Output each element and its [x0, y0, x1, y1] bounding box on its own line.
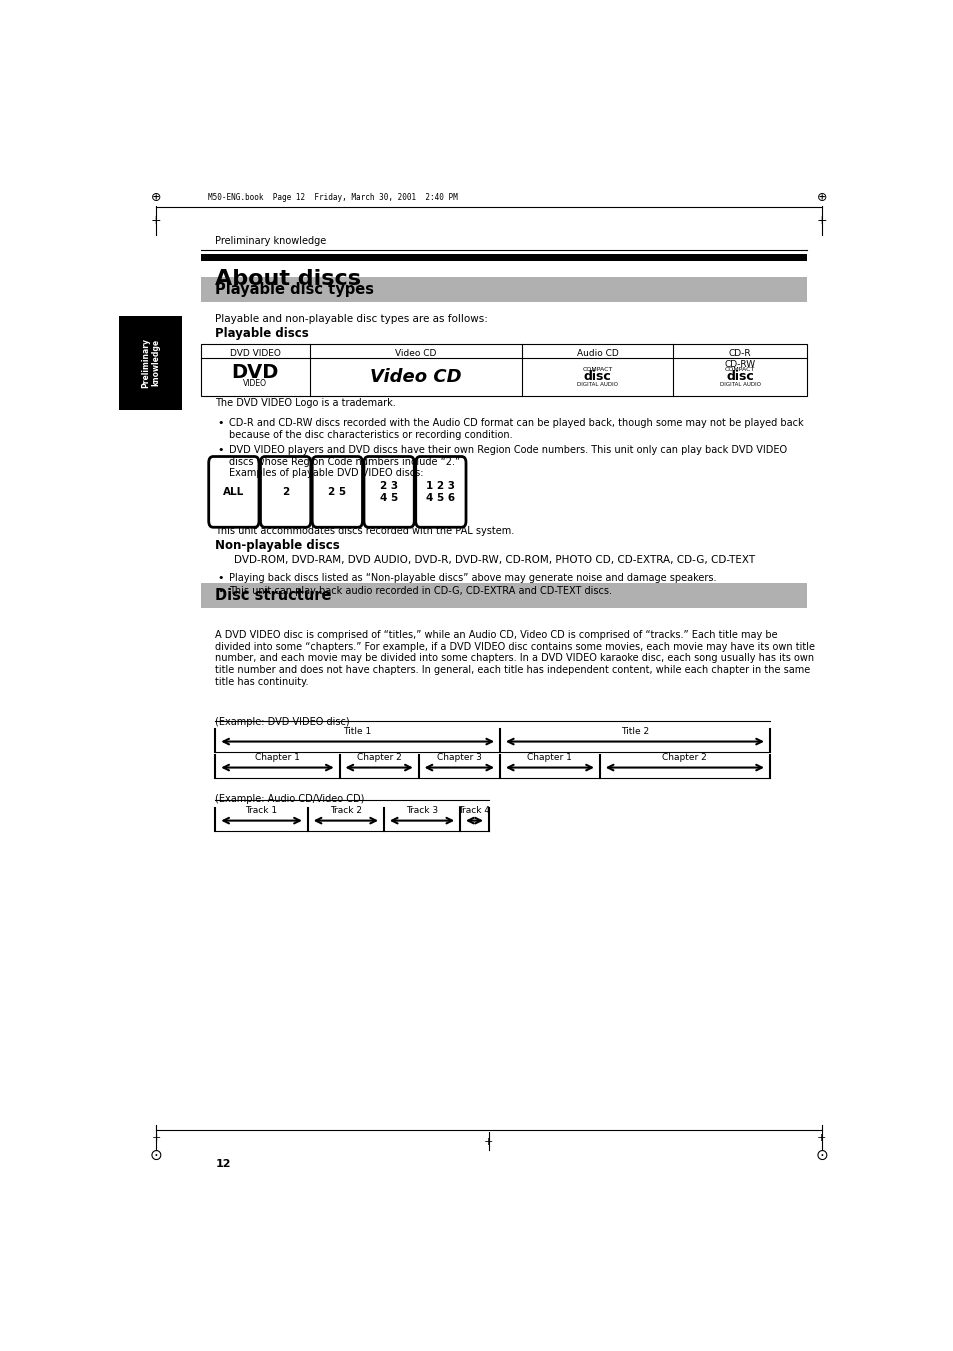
- Text: Disc structure: Disc structure: [215, 589, 332, 604]
- Text: Track 2: Track 2: [330, 805, 361, 815]
- Text: Chapter 1: Chapter 1: [527, 753, 572, 762]
- Text: +: +: [816, 1133, 825, 1143]
- Text: Chapter 2: Chapter 2: [356, 753, 401, 762]
- Text: 12: 12: [215, 1159, 231, 1169]
- Bar: [119, 316, 182, 409]
- FancyBboxPatch shape: [260, 457, 311, 527]
- Text: +: +: [484, 1138, 493, 1147]
- Text: About discs: About discs: [215, 269, 361, 289]
- Bar: [200, 277, 806, 301]
- Text: •: •: [217, 585, 224, 596]
- Text: 2 3
4 5: 2 3 4 5: [379, 481, 397, 503]
- Text: Video CD: Video CD: [370, 367, 461, 386]
- Text: •: •: [217, 417, 224, 428]
- Text: A DVD VIDEO disc is comprised of “titles,” while an Audio CD, Video CD is compri: A DVD VIDEO disc is comprised of “titles…: [215, 630, 815, 686]
- Text: ⊙: ⊙: [150, 1148, 162, 1163]
- Text: ⊙: ⊙: [815, 1148, 827, 1163]
- FancyBboxPatch shape: [416, 457, 465, 527]
- Text: disc: disc: [725, 370, 753, 384]
- Text: Preliminary
knowledge: Preliminary knowledge: [141, 338, 160, 388]
- Text: Chapter 1: Chapter 1: [254, 753, 299, 762]
- Text: DVD VIDEO players and DVD discs have their own Region Code numbers. This unit on: DVD VIDEO players and DVD discs have the…: [229, 444, 786, 478]
- Text: CD-R
CD-RW: CD-R CD-RW: [724, 350, 755, 369]
- Text: ALL: ALL: [223, 486, 244, 497]
- Text: COMPACT: COMPACT: [582, 367, 612, 372]
- Text: DIGITAL AUDIO: DIGITAL AUDIO: [577, 382, 618, 386]
- FancyBboxPatch shape: [364, 457, 414, 527]
- Text: disc: disc: [583, 370, 611, 384]
- Text: Non-playable discs: Non-playable discs: [215, 539, 340, 553]
- Text: 2 5: 2 5: [328, 486, 346, 497]
- Text: Track 1: Track 1: [245, 805, 277, 815]
- Text: ⊕: ⊕: [816, 190, 826, 204]
- Text: DIGITAL AUDIO: DIGITAL AUDIO: [719, 382, 760, 386]
- Text: Chapter 2: Chapter 2: [661, 753, 706, 762]
- Text: CD-R and CD-RW discs recorded with the Audio CD format can be played back, thoug: CD-R and CD-RW discs recorded with the A…: [229, 417, 802, 439]
- FancyBboxPatch shape: [312, 457, 362, 527]
- Text: Playable discs: Playable discs: [215, 327, 309, 340]
- Text: 1 2 3
4 5 6: 1 2 3 4 5 6: [426, 481, 455, 503]
- Text: Playable disc types: Playable disc types: [215, 281, 374, 296]
- Text: 2: 2: [282, 486, 289, 497]
- Text: This unit accommodates discs recorded with the PAL system.: This unit accommodates discs recorded wi…: [215, 527, 514, 536]
- Text: DVD-ROM, DVD-RAM, DVD AUDIO, DVD-R, DVD-RW, CD-ROM, PHOTO CD, CD-EXTRA, CD-G, CD: DVD-ROM, DVD-RAM, DVD AUDIO, DVD-R, DVD-…: [233, 554, 754, 565]
- Text: Playable and non-playable disc types are as follows:: Playable and non-playable disc types are…: [215, 315, 488, 324]
- Text: Title 1: Title 1: [343, 727, 372, 736]
- Bar: [200, 584, 806, 608]
- Bar: [200, 254, 806, 261]
- Text: (Example: Audio CD/Video CD): (Example: Audio CD/Video CD): [215, 794, 364, 804]
- Text: •: •: [217, 573, 224, 584]
- Text: DVD: DVD: [232, 363, 278, 382]
- Text: +: +: [816, 213, 826, 227]
- Text: +: +: [152, 1133, 161, 1143]
- Text: COMPACT: COMPACT: [724, 367, 755, 372]
- Text: Preliminary knowledge: Preliminary knowledge: [215, 236, 326, 246]
- Text: M50-ENG.book  Page 12  Friday, March 30, 2001  2:40 PM: M50-ENG.book Page 12 Friday, March 30, 2…: [208, 193, 457, 203]
- Text: This unit can play back audio recorded in CD-G, CD-EXTRA and CD-TEXT discs.: This unit can play back audio recorded i…: [229, 585, 611, 596]
- Text: Chapter 3: Chapter 3: [436, 753, 481, 762]
- Text: VIDEO: VIDEO: [243, 378, 267, 388]
- Bar: [200, 345, 806, 396]
- Text: (Example: DVD VIDEO disc): (Example: DVD VIDEO disc): [215, 717, 350, 727]
- Text: +: +: [151, 213, 161, 227]
- Text: Title 2: Title 2: [620, 727, 648, 736]
- Text: Track 4: Track 4: [458, 805, 490, 815]
- Text: The DVD VIDEO Logo is a trademark.: The DVD VIDEO Logo is a trademark.: [215, 399, 395, 408]
- FancyBboxPatch shape: [209, 457, 258, 527]
- Text: DVD VIDEO: DVD VIDEO: [230, 350, 280, 358]
- Text: Track 3: Track 3: [406, 805, 437, 815]
- Text: •: •: [217, 444, 224, 455]
- Text: ⊕: ⊕: [151, 190, 161, 204]
- Text: Playing back discs listed as “Non-playable discs” above may generate noise and d: Playing back discs listed as “Non-playab…: [229, 573, 716, 584]
- Text: Audio CD: Audio CD: [577, 350, 618, 358]
- Text: Video CD: Video CD: [395, 350, 436, 358]
